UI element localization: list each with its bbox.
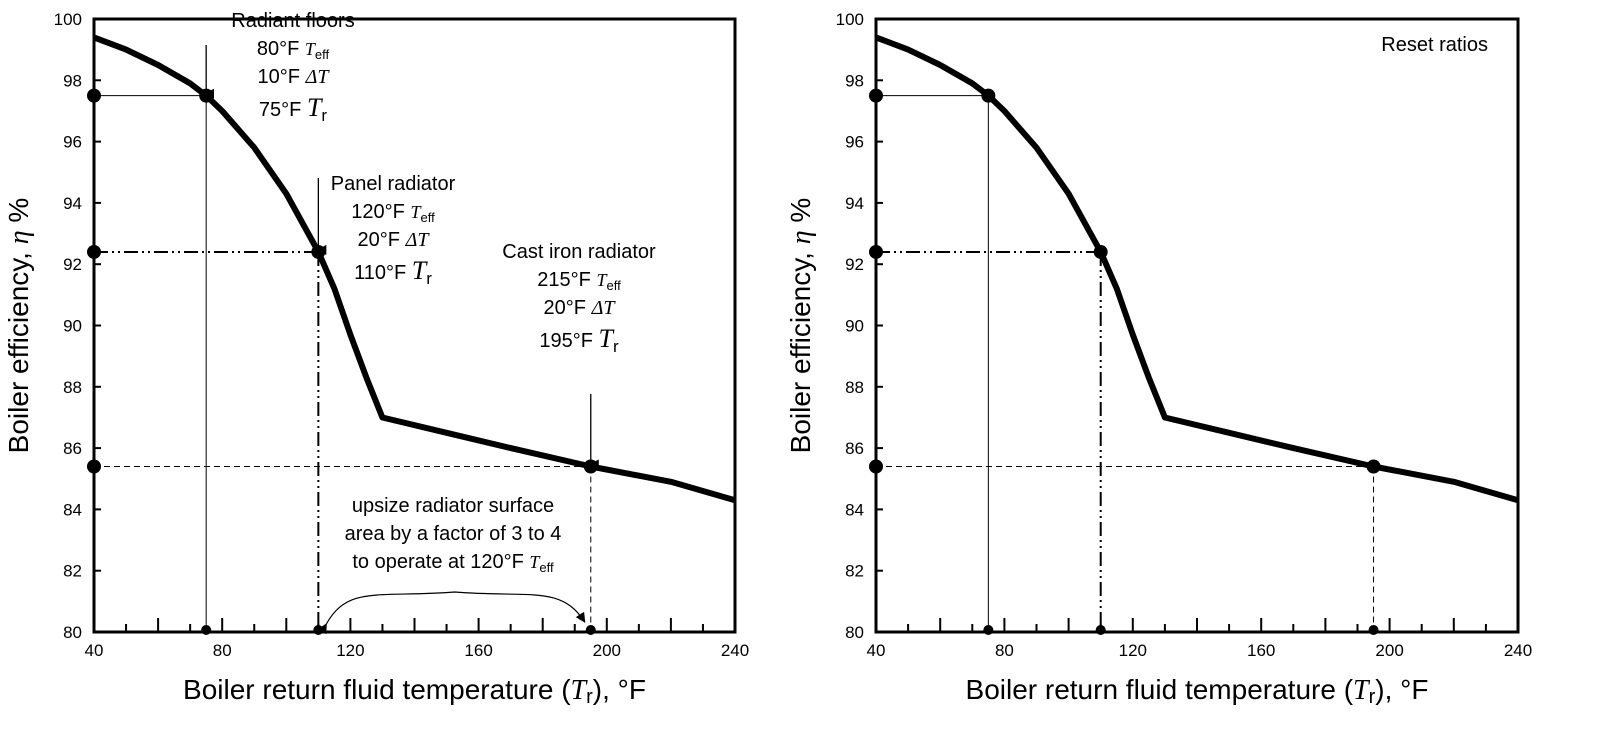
y-axis-marker — [869, 244, 883, 259]
y-axis-marker — [87, 244, 101, 259]
x-tick-label: 120 — [1119, 641, 1147, 660]
panel-radiator-label: Panel radiator — [331, 173, 456, 195]
x-tick-label: 160 — [464, 641, 492, 660]
reset-ratios-label: Reset ratios — [1381, 34, 1488, 56]
y-axis-marker — [87, 459, 101, 474]
x-tick-label: 120 — [336, 641, 364, 660]
x-tick-label: 40 — [867, 641, 886, 660]
plot-frame — [874, 17, 1520, 634]
x-tick-label: 80 — [995, 641, 1014, 660]
y-tick-label: 92 — [845, 255, 864, 274]
y-tick-label: 100 — [54, 10, 82, 29]
cast-iron-radiator-label: Cast iron radiator — [502, 241, 656, 263]
upsize-note-line: area by a factor of 3 to 4 — [345, 523, 562, 545]
y-axis-marker — [869, 459, 883, 474]
radiant-floors-label: 10°F ΔT — [258, 66, 331, 88]
y-tick-label: 90 — [845, 317, 864, 336]
y-tick-label: 88 — [845, 378, 864, 397]
x-tick-label: 240 — [1504, 641, 1532, 660]
panel-radiator-label: 110°F Tr — [354, 256, 432, 288]
y-axis-marker — [87, 88, 101, 103]
y-tick-label: 86 — [845, 439, 864, 458]
radiant-floors-label: 80°F Teff — [257, 38, 330, 62]
y-axis-label: Boiler efficiency, η % — [3, 198, 35, 454]
data-point — [981, 88, 996, 103]
cast-iron-radiator-label: 215°F Teff — [537, 269, 621, 293]
x-axis-marker — [201, 625, 212, 635]
x-tick-label: 40 — [85, 641, 104, 660]
y-tick-label: 84 — [845, 500, 864, 519]
radiant-floors-label: Radiant floors — [231, 10, 354, 32]
y-tick-label: 94 — [845, 194, 864, 213]
y-axis-marker — [869, 88, 883, 103]
x-tick-label: 80 — [213, 641, 232, 660]
y-tick-label: 84 — [63, 500, 82, 519]
cast-iron-radiator-label: 20°F ΔT — [544, 297, 617, 319]
y-tick-label: 94 — [63, 194, 82, 213]
y-tick-label: 88 — [63, 378, 82, 397]
data-point — [1093, 244, 1108, 259]
y-tick-label: 96 — [845, 133, 864, 152]
y-tick-label: 80 — [63, 623, 82, 642]
upsize-arrow — [317, 591, 586, 635]
x-axis-marker — [983, 625, 994, 635]
y-tick-label: 86 — [63, 439, 82, 458]
x-tick-label: 240 — [721, 641, 749, 660]
y-tick-label: 96 — [63, 133, 82, 152]
y-tick-label: 82 — [845, 562, 864, 581]
y-tick-label: 100 — [836, 10, 864, 29]
panel-radiator-label: 20°F ΔT — [358, 229, 431, 251]
y-tick-label: 80 — [845, 623, 864, 642]
data-point — [1366, 459, 1381, 474]
x-tick-label: 200 — [593, 641, 621, 660]
x-tick-label: 200 — [1375, 641, 1403, 660]
y-tick-label: 90 — [63, 317, 82, 336]
x-axis-marker — [1095, 625, 1106, 635]
cast-iron-radiator-label: 195°F Tr — [539, 324, 619, 356]
y-tick-label: 82 — [63, 562, 82, 581]
radiant-floors-label: 75°F Tr — [259, 93, 328, 125]
upsize-note-line: upsize radiator surface — [352, 495, 554, 517]
y-axis-label: Boiler efficiency, η % — [785, 198, 817, 454]
x-axis-marker — [1368, 625, 1379, 635]
y-tick-label: 98 — [63, 71, 82, 90]
x-axis-marker — [585, 625, 596, 635]
y-tick-label: 98 — [845, 71, 864, 90]
y-tick-label: 92 — [63, 255, 82, 274]
x-axis-label: Boiler return fluid temperature (Tr), °F — [966, 674, 1429, 708]
efficiency-curve — [92, 34, 736, 504]
x-axis-label: Boiler return fluid temperature (Tr), °F — [183, 674, 646, 708]
upsize-note-line: to operate at 120°F Teff — [352, 551, 554, 575]
x-tick-label: 160 — [1247, 641, 1275, 660]
x-axis-marker — [313, 625, 324, 635]
panel-radiator-label: 120°F Teff — [351, 201, 435, 225]
efficiency-curve — [874, 34, 1519, 504]
